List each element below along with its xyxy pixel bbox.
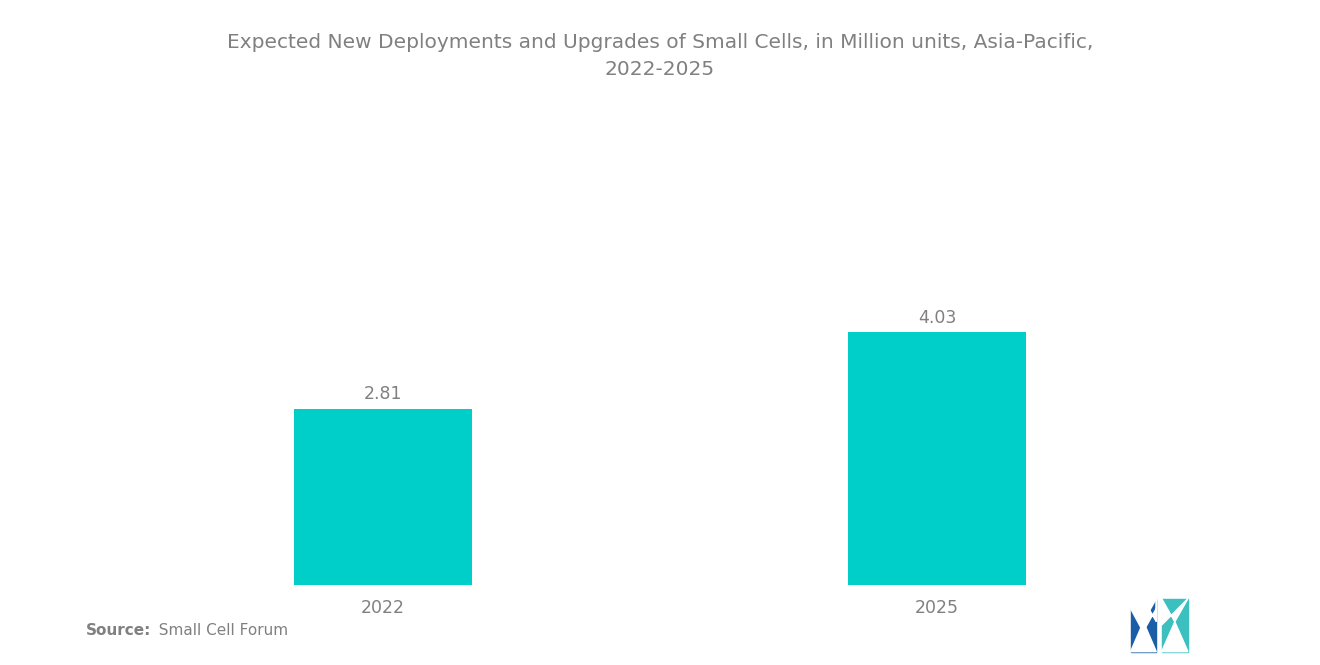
Bar — [294, 408, 471, 585]
Bar — [849, 332, 1026, 585]
Polygon shape — [1130, 598, 1156, 622]
Polygon shape — [1130, 598, 1156, 632]
Text: 4.03: 4.03 — [917, 309, 957, 327]
Text: Source:: Source: — [86, 623, 152, 638]
Text: 2.81: 2.81 — [363, 386, 403, 404]
Text: Expected New Deployments and Upgrades of Small Cells, in Million units, Asia-Pac: Expected New Deployments and Upgrades of… — [227, 33, 1093, 78]
Text: Small Cell Forum: Small Cell Forum — [149, 623, 288, 638]
Polygon shape — [1162, 622, 1188, 652]
Polygon shape — [1162, 598, 1188, 652]
Polygon shape — [1162, 598, 1188, 625]
Polygon shape — [1130, 622, 1156, 652]
Polygon shape — [1130, 598, 1156, 652]
